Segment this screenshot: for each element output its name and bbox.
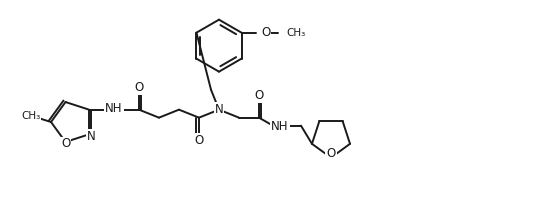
Text: CH₃: CH₃ <box>21 111 41 121</box>
Text: N: N <box>87 130 96 143</box>
Text: O: O <box>254 89 264 102</box>
Text: O: O <box>326 147 336 160</box>
Text: O: O <box>135 81 143 94</box>
Text: CH₃: CH₃ <box>286 28 306 38</box>
Text: O: O <box>261 26 270 39</box>
Text: O: O <box>61 138 70 150</box>
Text: NH: NH <box>271 120 289 133</box>
Text: NH: NH <box>105 102 123 115</box>
Text: N: N <box>215 103 224 116</box>
Text: O: O <box>195 134 203 147</box>
